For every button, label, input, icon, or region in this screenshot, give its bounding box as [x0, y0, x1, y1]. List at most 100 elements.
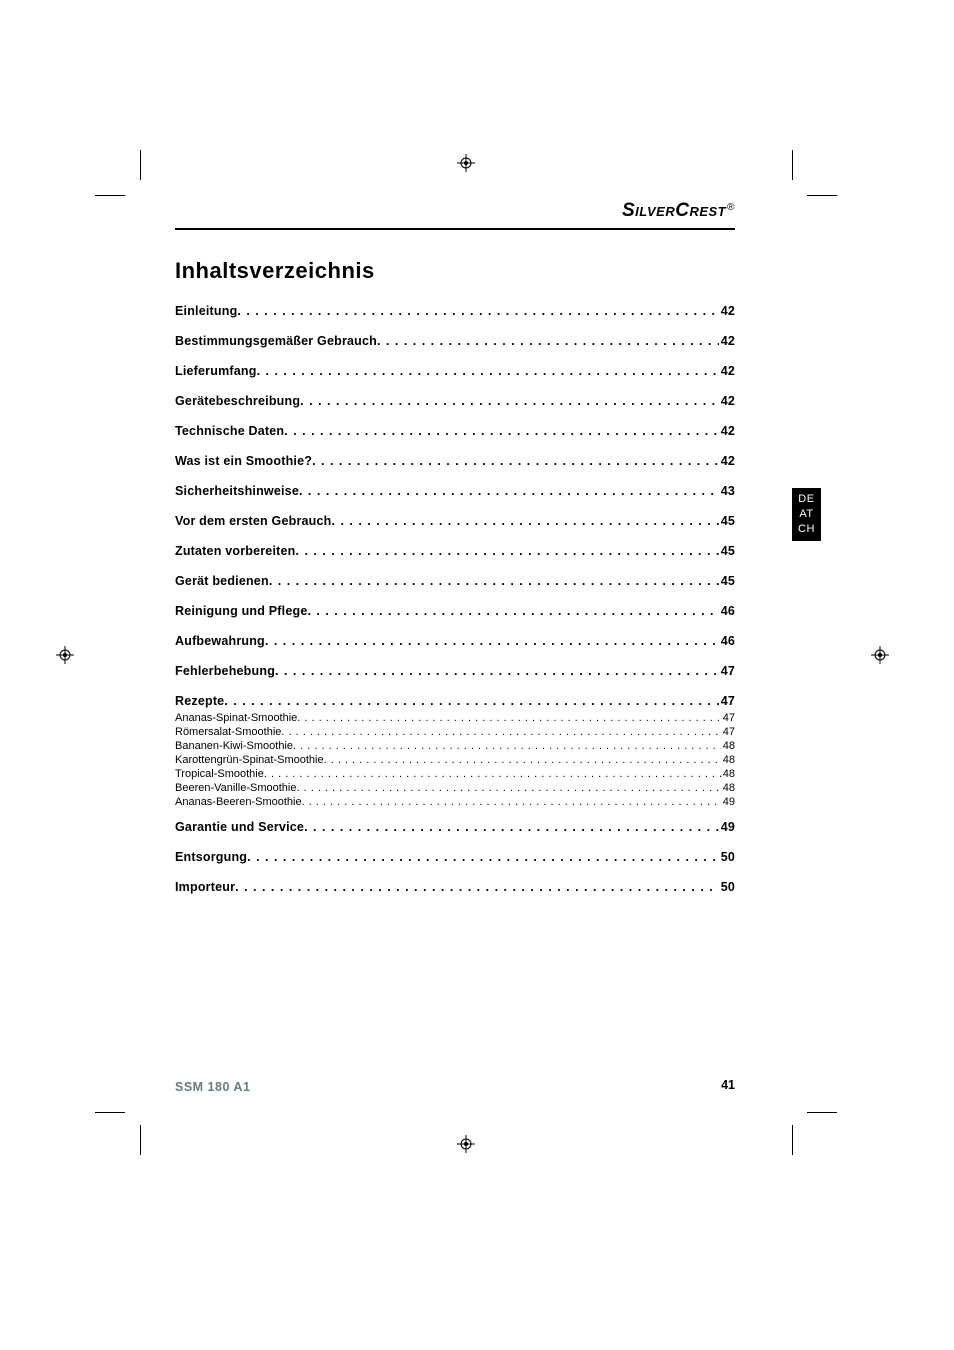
registration-mark-icon [457, 1135, 475, 1153]
toc-label: Vor dem ersten Gebrauch [175, 514, 332, 528]
toc-entry-main: Einleitung42 [175, 304, 735, 318]
toc-page: 48 [721, 754, 735, 766]
toc-leaders [247, 850, 719, 864]
toc-page: 47 [719, 664, 735, 678]
toc-leaders [265, 634, 719, 648]
toc-label: Was ist ein Smoothie? [175, 454, 312, 468]
toc-label: Gerätebeschreibung [175, 394, 300, 408]
toc-label: Tropical-Smoothie [175, 768, 264, 780]
toc-label: Karottengrün-Spinat-Smoothie [175, 754, 324, 766]
crop-tick [792, 150, 793, 180]
table-of-contents: Einleitung42Bestimmungsgemäßer Gebrauch4… [175, 304, 735, 910]
toc-page: 42 [719, 334, 735, 348]
toc-leaders [312, 454, 719, 468]
toc-entry-main: Aufbewahrung 46 [175, 634, 735, 648]
toc-leaders [257, 364, 719, 378]
toc-entry-main: Sicherheitshinweise 43 [175, 484, 735, 498]
brand-part2: Crest [675, 200, 726, 221]
toc-leaders [269, 574, 719, 588]
toc-page: 50 [719, 850, 735, 864]
crop-tick [140, 150, 141, 180]
toc-entry-sub: Römersalat-Smoothie 47 [175, 726, 735, 738]
toc-page: 42 [719, 424, 735, 438]
toc-entry-sub: Ananas-Spinat-Smoothie 47 [175, 712, 735, 724]
toc-label: Gerät bedienen [175, 574, 269, 588]
brand-logo: SilverCrest® [622, 200, 735, 222]
toc-page: 48 [721, 768, 735, 780]
toc-label: Reinigung und Pflege [175, 604, 307, 618]
toc-entry-main: Bestimmungsgemäßer Gebrauch42 [175, 334, 735, 348]
toc-leaders [297, 712, 720, 724]
toc-page: 50 [719, 880, 735, 894]
toc-label: Fehlerbehebung [175, 664, 275, 678]
model-number: SSM 180 A1 [175, 1080, 250, 1094]
toc-label: Sicherheitshinweise [175, 484, 299, 498]
toc-entry-main: Rezepte 47 [175, 694, 735, 708]
toc-page: 48 [721, 740, 735, 752]
registered-icon: ® [727, 202, 735, 213]
lang-code: DE [798, 492, 815, 507]
toc-entry-main: Zutaten vorbereiten 45 [175, 544, 735, 558]
toc-leaders [377, 334, 719, 348]
toc-leaders [237, 304, 718, 318]
toc-entry-main: Gerät bedienen 45 [175, 574, 735, 588]
toc-label: Zutaten vorbereiten [175, 544, 296, 558]
toc-leaders [304, 820, 719, 834]
toc-label: Entsorgung [175, 850, 247, 864]
toc-leaders [332, 514, 719, 528]
toc-page: 49 [721, 796, 735, 808]
toc-page: 42 [719, 364, 735, 378]
toc-leaders [235, 880, 719, 894]
toc-entry-main: Fehlerbehebung 47 [175, 664, 735, 678]
lang-code: AT [798, 507, 815, 522]
toc-leaders [281, 726, 720, 738]
toc-label: Aufbewahrung [175, 634, 265, 648]
toc-leaders [302, 796, 721, 808]
toc-page: 43 [719, 484, 735, 498]
toc-leaders [296, 782, 720, 794]
lang-code: CH [798, 522, 815, 537]
toc-page: 49 [719, 820, 735, 834]
toc-entry-main: Was ist ein Smoothie?42 [175, 454, 735, 468]
toc-entry-sub: Tropical-Smoothie 48 [175, 768, 735, 780]
crop-tick [807, 1112, 837, 1113]
toc-leaders [275, 664, 719, 678]
toc-label: Technische Daten [175, 424, 284, 438]
toc-label: Einleitung [175, 304, 237, 318]
toc-leaders [307, 604, 718, 618]
toc-label: Rezepte [175, 694, 224, 708]
toc-entry-main: Entsorgung 50 [175, 850, 735, 864]
toc-entry-main: Garantie und Service49 [175, 820, 735, 834]
toc-label: Importeur [175, 880, 235, 894]
page-title: Inhaltsverzeichnis [175, 258, 375, 284]
crop-tick [140, 1125, 141, 1155]
toc-label: Ananas-Beeren-Smoothie [175, 796, 302, 808]
registration-mark-icon [56, 646, 74, 664]
toc-entry-main: Importeur 50 [175, 880, 735, 894]
toc-entry-main: Technische Daten 42 [175, 424, 735, 438]
toc-leaders [324, 754, 721, 766]
page-number: 41 [721, 1078, 735, 1092]
toc-label: Römersalat-Smoothie [175, 726, 281, 738]
toc-page: 47 [721, 726, 735, 738]
toc-page: 46 [719, 634, 735, 648]
toc-leaders [264, 768, 721, 780]
page: DE AT CH SilverCrest® Inhaltsverzeichnis… [0, 0, 954, 1350]
toc-label: Ananas-Spinat-Smoothie [175, 712, 297, 724]
toc-page: 45 [719, 574, 735, 588]
toc-entry-main: Vor dem ersten Gebrauch45 [175, 514, 735, 528]
toc-leaders [224, 694, 718, 708]
crop-tick [792, 1125, 793, 1155]
toc-label: Beeren-Vanille-Smoothie [175, 782, 296, 794]
toc-page: 47 [719, 694, 735, 708]
toc-label: Bananen-Kiwi-Smoothie [175, 740, 293, 752]
toc-entry-main: Gerätebeschreibung42 [175, 394, 735, 408]
toc-page: 45 [719, 544, 735, 558]
toc-entry-sub: Beeren-Vanille-Smoothie48 [175, 782, 735, 794]
toc-entry-main: Reinigung und Pflege46 [175, 604, 735, 618]
toc-entry-sub: Bananen-Kiwi-Smoothie 48 [175, 740, 735, 752]
toc-entry-sub: Ananas-Beeren-Smoothie 49 [175, 796, 735, 808]
toc-page: 47 [721, 712, 735, 724]
toc-leaders [293, 740, 721, 752]
crop-tick [95, 195, 125, 196]
